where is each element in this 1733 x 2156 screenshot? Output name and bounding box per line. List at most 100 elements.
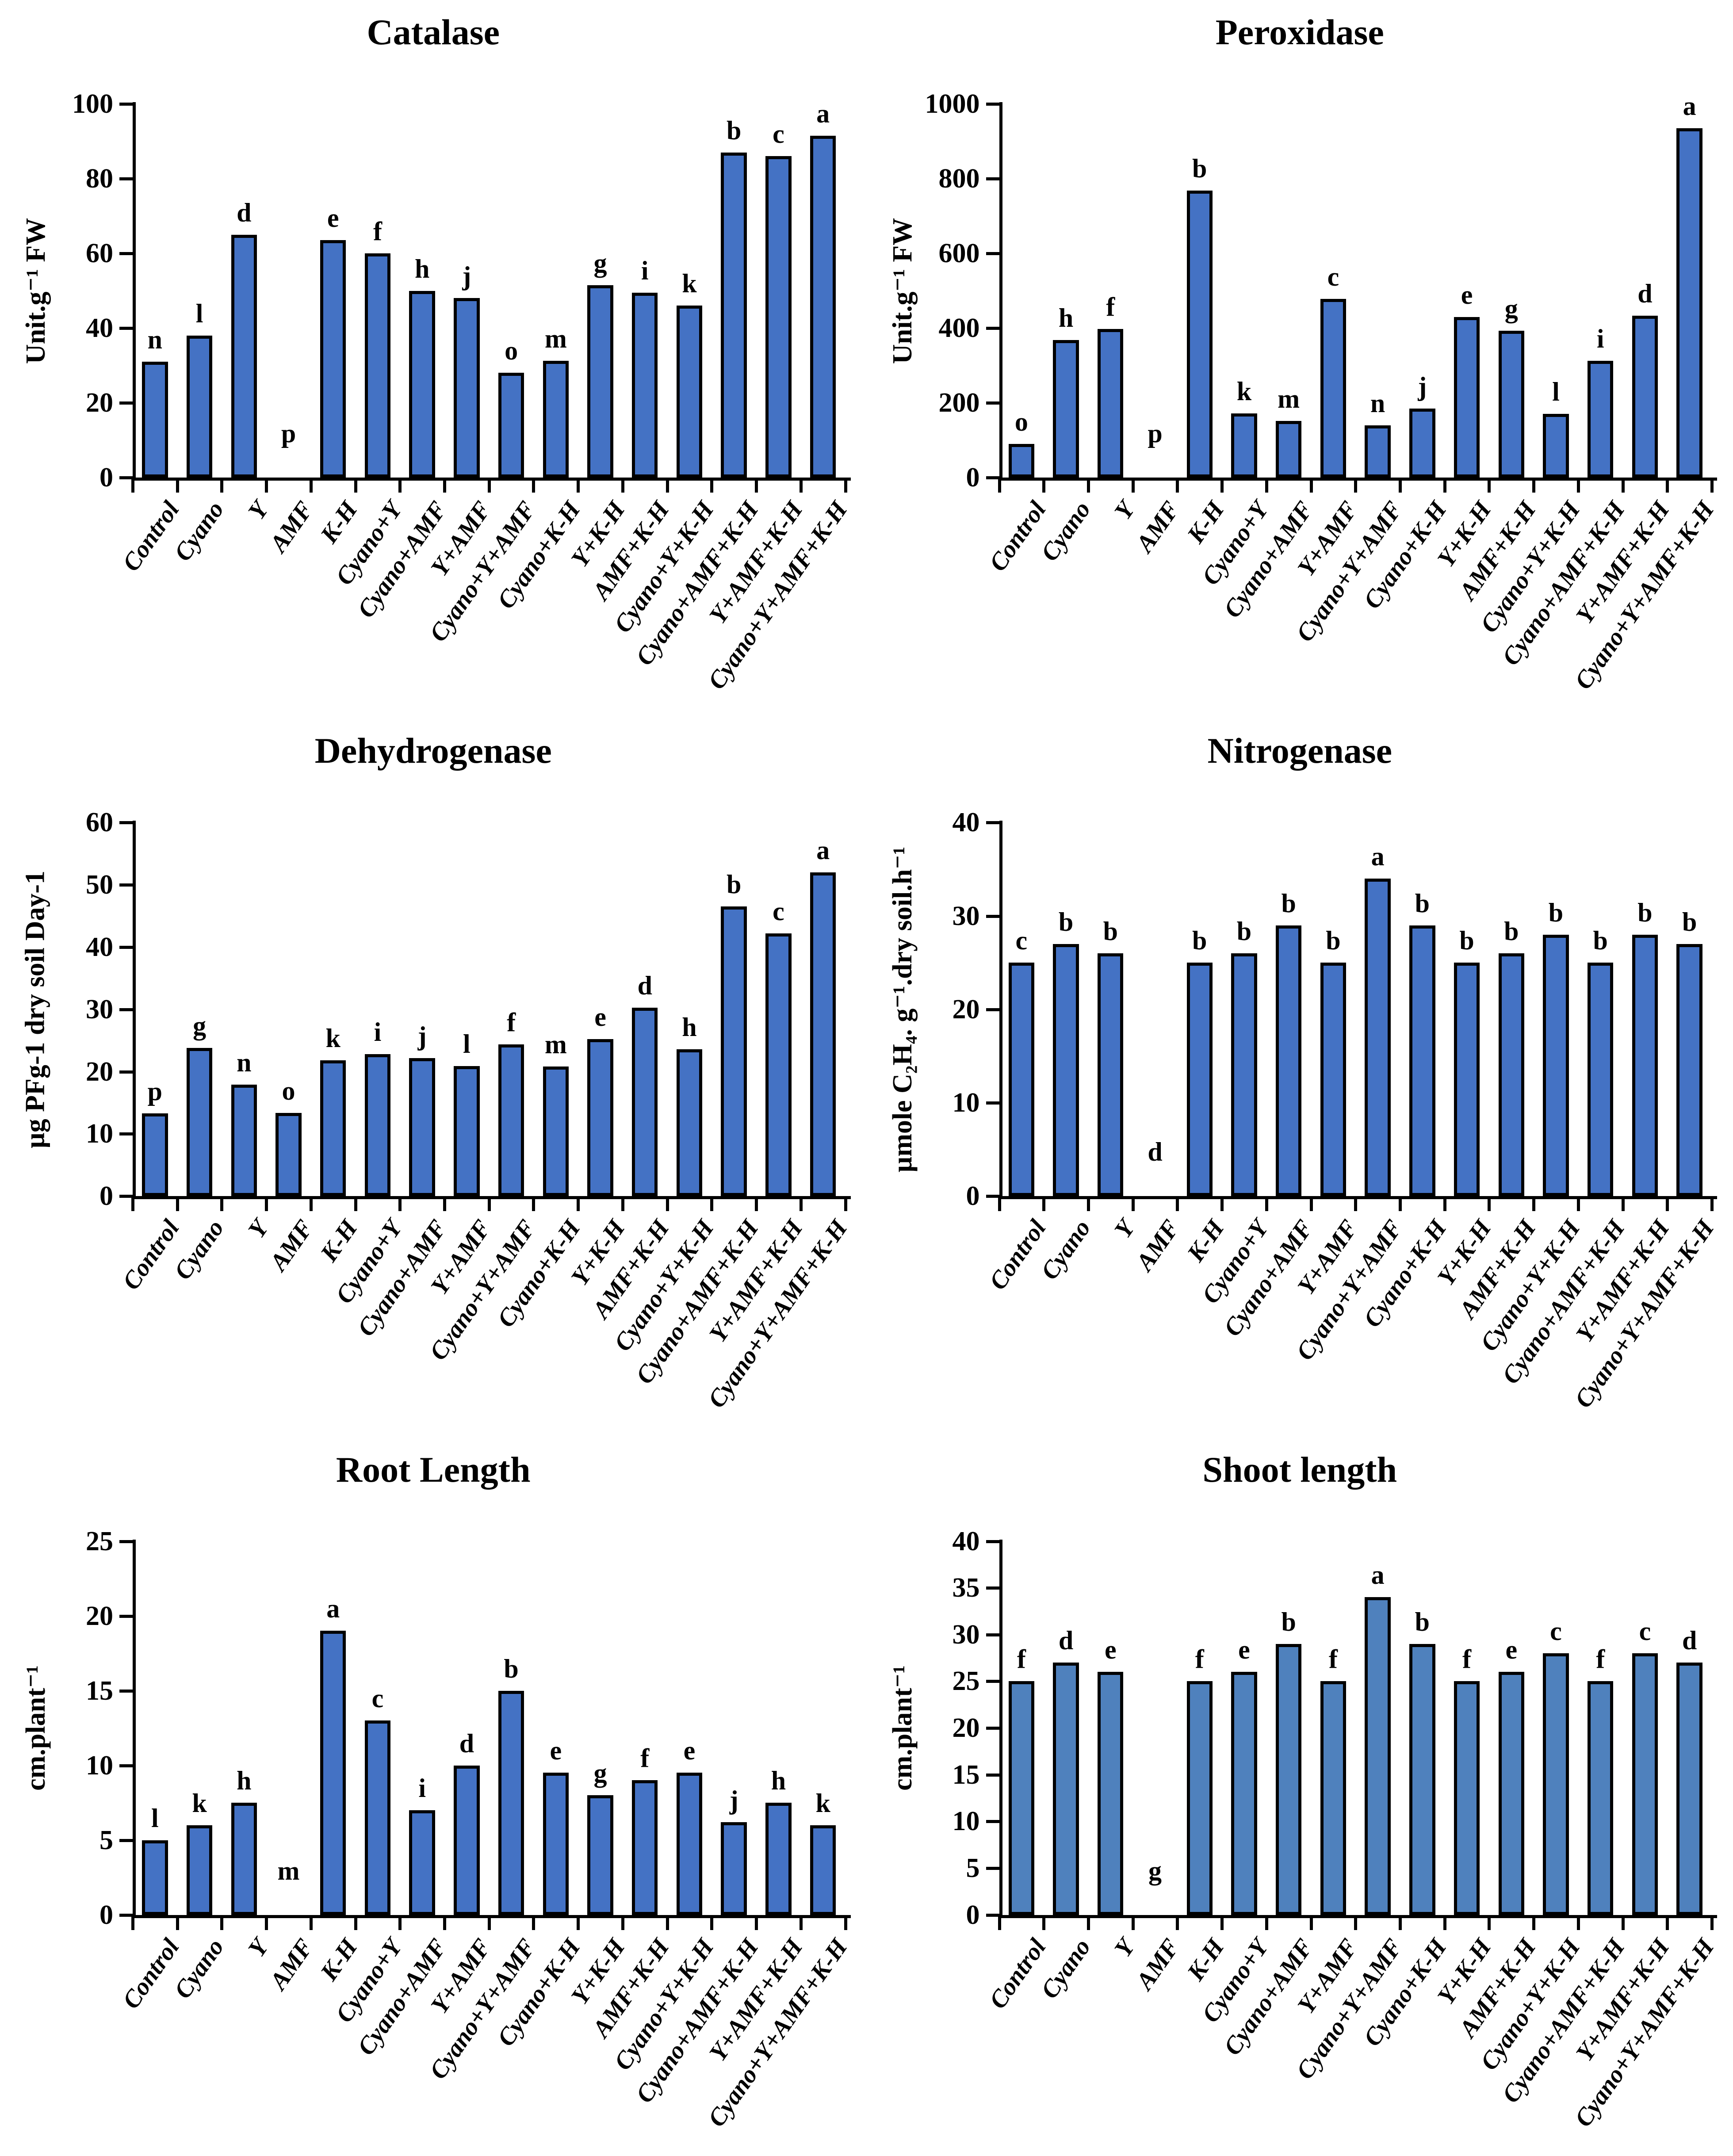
significance-letter: m: [544, 1030, 567, 1059]
y-tick-mark: [986, 1101, 999, 1105]
significance-letter: d: [1637, 279, 1653, 309]
bar: [1498, 953, 1524, 1197]
y-tick-label: 0: [966, 1181, 980, 1212]
x-tick-mark: [1666, 1915, 1669, 1930]
bar: [1231, 953, 1257, 1197]
x-tick-mark: [1532, 1196, 1536, 1212]
bar: [1275, 925, 1302, 1197]
bar: [765, 156, 792, 478]
x-category-label: AMF: [264, 1934, 319, 1995]
bar: [765, 1803, 792, 1915]
significance-letter: i: [641, 256, 649, 285]
significance-letter: m: [1278, 384, 1300, 413]
x-tick-mark: [1666, 478, 1669, 493]
significance-letter: d: [237, 198, 252, 227]
x-axis-line: [999, 478, 1717, 481]
significance-letter: h: [1058, 303, 1074, 333]
x-tick-mark: [1666, 1196, 1669, 1212]
x-category-label: AMF: [1131, 1934, 1185, 1995]
bar: [1409, 925, 1435, 1197]
bar: [1409, 408, 1435, 478]
x-tick-mark: [265, 1915, 268, 1930]
x-tick-mark: [265, 478, 268, 493]
bar: [1409, 1644, 1435, 1915]
x-tick-mark: [1488, 1196, 1491, 1212]
x-tick-mark: [998, 1196, 1001, 1212]
x-tick-mark: [398, 1915, 402, 1930]
x-tick-mark: [1621, 1915, 1625, 1930]
significance-letter: i: [374, 1017, 382, 1047]
x-tick-mark: [1488, 478, 1491, 493]
chart-title: Root Length: [336, 1449, 531, 1490]
significance-letter: k: [815, 1788, 830, 1818]
bar: [1275, 1644, 1302, 1915]
y-tick-label: 0: [966, 1900, 980, 1930]
y-tick-label: 15: [86, 1675, 113, 1706]
bar: [1498, 330, 1524, 478]
significance-letter: a: [816, 99, 830, 128]
x-tick-mark: [998, 1915, 1001, 1930]
x-category-label: Y: [1109, 496, 1140, 525]
significance-letter: f: [1106, 292, 1115, 321]
x-axis-line: [133, 1915, 851, 1918]
x-tick-mark: [577, 1196, 580, 1212]
y-tick-label: 20: [952, 1713, 980, 1743]
significance-letter: p: [281, 419, 296, 448]
bar: [810, 1825, 836, 1915]
bar: [810, 872, 836, 1197]
x-tick-mark: [1042, 1196, 1046, 1212]
bar: [186, 1048, 213, 1197]
y-tick-mark: [119, 252, 133, 255]
x-axis-line: [999, 1915, 1717, 1918]
y-tick-label: 0: [99, 463, 113, 493]
y-tick-mark: [986, 177, 999, 180]
bar: [142, 1840, 168, 1915]
x-tick-mark: [1488, 1915, 1491, 1930]
significance-letter: l: [151, 1803, 159, 1833]
significance-letter: f: [373, 217, 382, 246]
bar: [498, 1690, 524, 1915]
y-tick-mark: [986, 476, 999, 479]
x-tick-mark: [1354, 1196, 1358, 1212]
x-tick-mark: [1532, 478, 1536, 493]
y-tick-mark: [119, 1913, 133, 1917]
y-tick-mark: [119, 1195, 133, 1198]
y-tick-mark: [986, 1680, 999, 1683]
x-tick-mark: [666, 478, 669, 493]
significance-letter: c: [371, 1684, 384, 1713]
y-tick-mark: [119, 1132, 133, 1136]
x-axis-line: [999, 1196, 1717, 1200]
y-tick-label: 40: [952, 807, 980, 838]
bar: [275, 1112, 302, 1197]
y-axis-line: [133, 102, 136, 481]
x-category-label: Y: [1109, 1934, 1140, 1962]
significance-letter: a: [816, 835, 830, 865]
x-tick-mark: [1086, 1915, 1090, 1930]
bar: [1275, 420, 1302, 478]
bar: [1186, 191, 1213, 478]
significance-letter: b: [1192, 926, 1207, 956]
x-tick-mark: [176, 1196, 179, 1212]
bar: [810, 135, 836, 478]
y-tick-label: 30: [952, 1619, 980, 1650]
significance-letter: e: [594, 1002, 606, 1032]
bar: [1498, 1672, 1524, 1915]
significance-letter: b: [1236, 917, 1252, 946]
x-tick-mark: [176, 1915, 179, 1930]
bar: [721, 152, 747, 478]
bar: [1454, 1681, 1480, 1915]
bar: [1587, 963, 1614, 1197]
x-category-label: Control: [117, 1934, 185, 2014]
x-category-label: Cyano: [1035, 1934, 1096, 2004]
significance-letter: g: [593, 248, 607, 278]
significance-letter: l: [1552, 377, 1560, 407]
bar: [1231, 1672, 1257, 1915]
significance-letter: h: [771, 1766, 786, 1796]
bar: [1587, 1681, 1614, 1915]
y-tick-mark: [986, 1727, 999, 1730]
significance-letter: n: [237, 1048, 252, 1078]
significance-letter: b: [1593, 926, 1608, 956]
bar: [1365, 879, 1391, 1197]
x-tick-mark: [1131, 1915, 1135, 1930]
x-tick-mark: [309, 478, 313, 493]
